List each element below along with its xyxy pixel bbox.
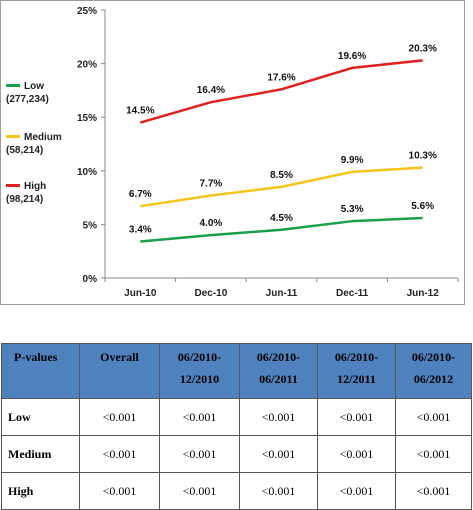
legend-label-high: High: [24, 181, 47, 192]
table-cell: <0.001: [317, 398, 396, 436]
table-row: Medium <0.001 <0.001 <0.001 <0.001 <0.00…: [1, 435, 472, 473]
data-label-low: 4.0%: [200, 218, 223, 229]
data-label-high: 19.6%: [338, 51, 366, 62]
data-label-low: 5.3%: [341, 204, 364, 215]
table-row: Low <0.001 <0.001 <0.001 <0.001 <0.001: [1, 398, 472, 436]
table-header: 06/2010-12/2010: [159, 343, 240, 399]
table-header: 06/2010-12/2011: [317, 343, 396, 399]
table-cell: <0.001: [79, 435, 160, 473]
table-header: P-values: [1, 343, 80, 399]
data-label-medium: 8.5%: [270, 170, 293, 181]
table-cell: <0.001: [239, 472, 318, 510]
data-label-low: 3.4%: [129, 225, 152, 236]
y-tick-label: 10%: [77, 167, 97, 178]
table-cell: <0.001: [159, 435, 240, 473]
legend-swatch-high: [6, 183, 20, 187]
series-line-high: [139, 59, 423, 124]
data-label-medium: 7.7%: [200, 178, 223, 189]
table-cell: <0.001: [317, 472, 396, 510]
p-values-table: P-values Overall 06/2010-12/2010 06/2010…: [1, 343, 472, 510]
data-labels: 3.4% 4.0% 4.5% 5.3% 5.6% 6.7% 7.7% 8.5% 9.9% 10.3…: [126, 43, 437, 235]
table-cell: <0.001: [159, 472, 240, 510]
y-tick-label: 0%: [83, 274, 98, 285]
chart-frame: [0, 0, 465, 305]
y-tick-label: 20%: [77, 60, 97, 71]
y-tick-label: 25%: [77, 6, 97, 17]
series-line-medium: [140, 166, 423, 208]
table-cell: <0.001: [239, 435, 318, 473]
legend-item-medium: Medium (58,214): [6, 131, 62, 157]
x-tick-label: Dec-11: [336, 288, 369, 299]
legend-item-low: Low (277,234): [6, 80, 49, 106]
series-lines: [139, 59, 423, 243]
table-cell: <0.001: [395, 398, 472, 436]
data-label-medium: 10.3%: [409, 151, 437, 162]
data-label-high: 17.6%: [267, 72, 295, 83]
legend-count-high: (98,214): [6, 194, 44, 205]
table-header-row: P-values Overall 06/2010-12/2010 06/2010…: [1, 343, 472, 399]
table-row-label: Low: [1, 398, 80, 436]
table-row-label: High: [1, 472, 80, 510]
data-label-high: 16.4%: [197, 85, 225, 96]
data-label-medium: 9.9%: [341, 155, 364, 166]
legend-swatch-medium: [6, 134, 20, 138]
table-cell: <0.001: [79, 398, 160, 436]
table-header: 06/2010-06/2011: [239, 343, 318, 399]
data-label-high: 20.3%: [409, 43, 437, 54]
x-tick-label: Jun-10: [124, 288, 157, 299]
table-cell: <0.001: [395, 472, 472, 510]
table-row-label: Medium: [1, 435, 80, 473]
table-cell: <0.001: [317, 435, 396, 473]
data-label-high: 14.5%: [126, 106, 154, 117]
table-row: High <0.001 <0.001 <0.001 <0.001 <0.001: [1, 472, 472, 510]
x-tick-label: Jun-12: [407, 288, 440, 299]
data-label-medium: 6.7%: [129, 189, 152, 200]
chart-axes: 0% 5% 10% 15% 20% 25% Jun-10 Dec-10 Jun-11 Dec-11…: [77, 6, 459, 299]
legend-count-low: (277,234): [6, 94, 49, 105]
line-chart: 0% 5% 10% 15% 20% 25% Jun-10 Dec-10 Jun-11 Dec-11…: [77, 6, 459, 299]
data-label-low: 4.5%: [270, 213, 293, 224]
table-cell: <0.001: [395, 435, 472, 473]
legend-label-low: Low: [24, 81, 44, 92]
table-cell: <0.001: [239, 398, 318, 436]
x-tick-label: Dec-10: [194, 288, 227, 299]
legend-swatch-low: [6, 83, 20, 87]
table-header: 06/2010-06/2012: [395, 343, 472, 399]
legend-count-medium: (58,214): [6, 145, 44, 156]
y-tick-label: 5%: [83, 220, 98, 231]
table-header: Overall: [79, 343, 160, 399]
series-line-low: [140, 216, 423, 243]
data-label-low: 5.6%: [411, 201, 434, 212]
y-tick-label: 15%: [77, 113, 97, 124]
table-cell: <0.001: [159, 398, 240, 436]
table-cell: <0.001: [79, 472, 160, 510]
legend-item-high: High (98,214): [6, 180, 46, 206]
x-tick-label: Jun-11: [266, 288, 298, 299]
legend-label-medium: Medium: [24, 132, 62, 143]
